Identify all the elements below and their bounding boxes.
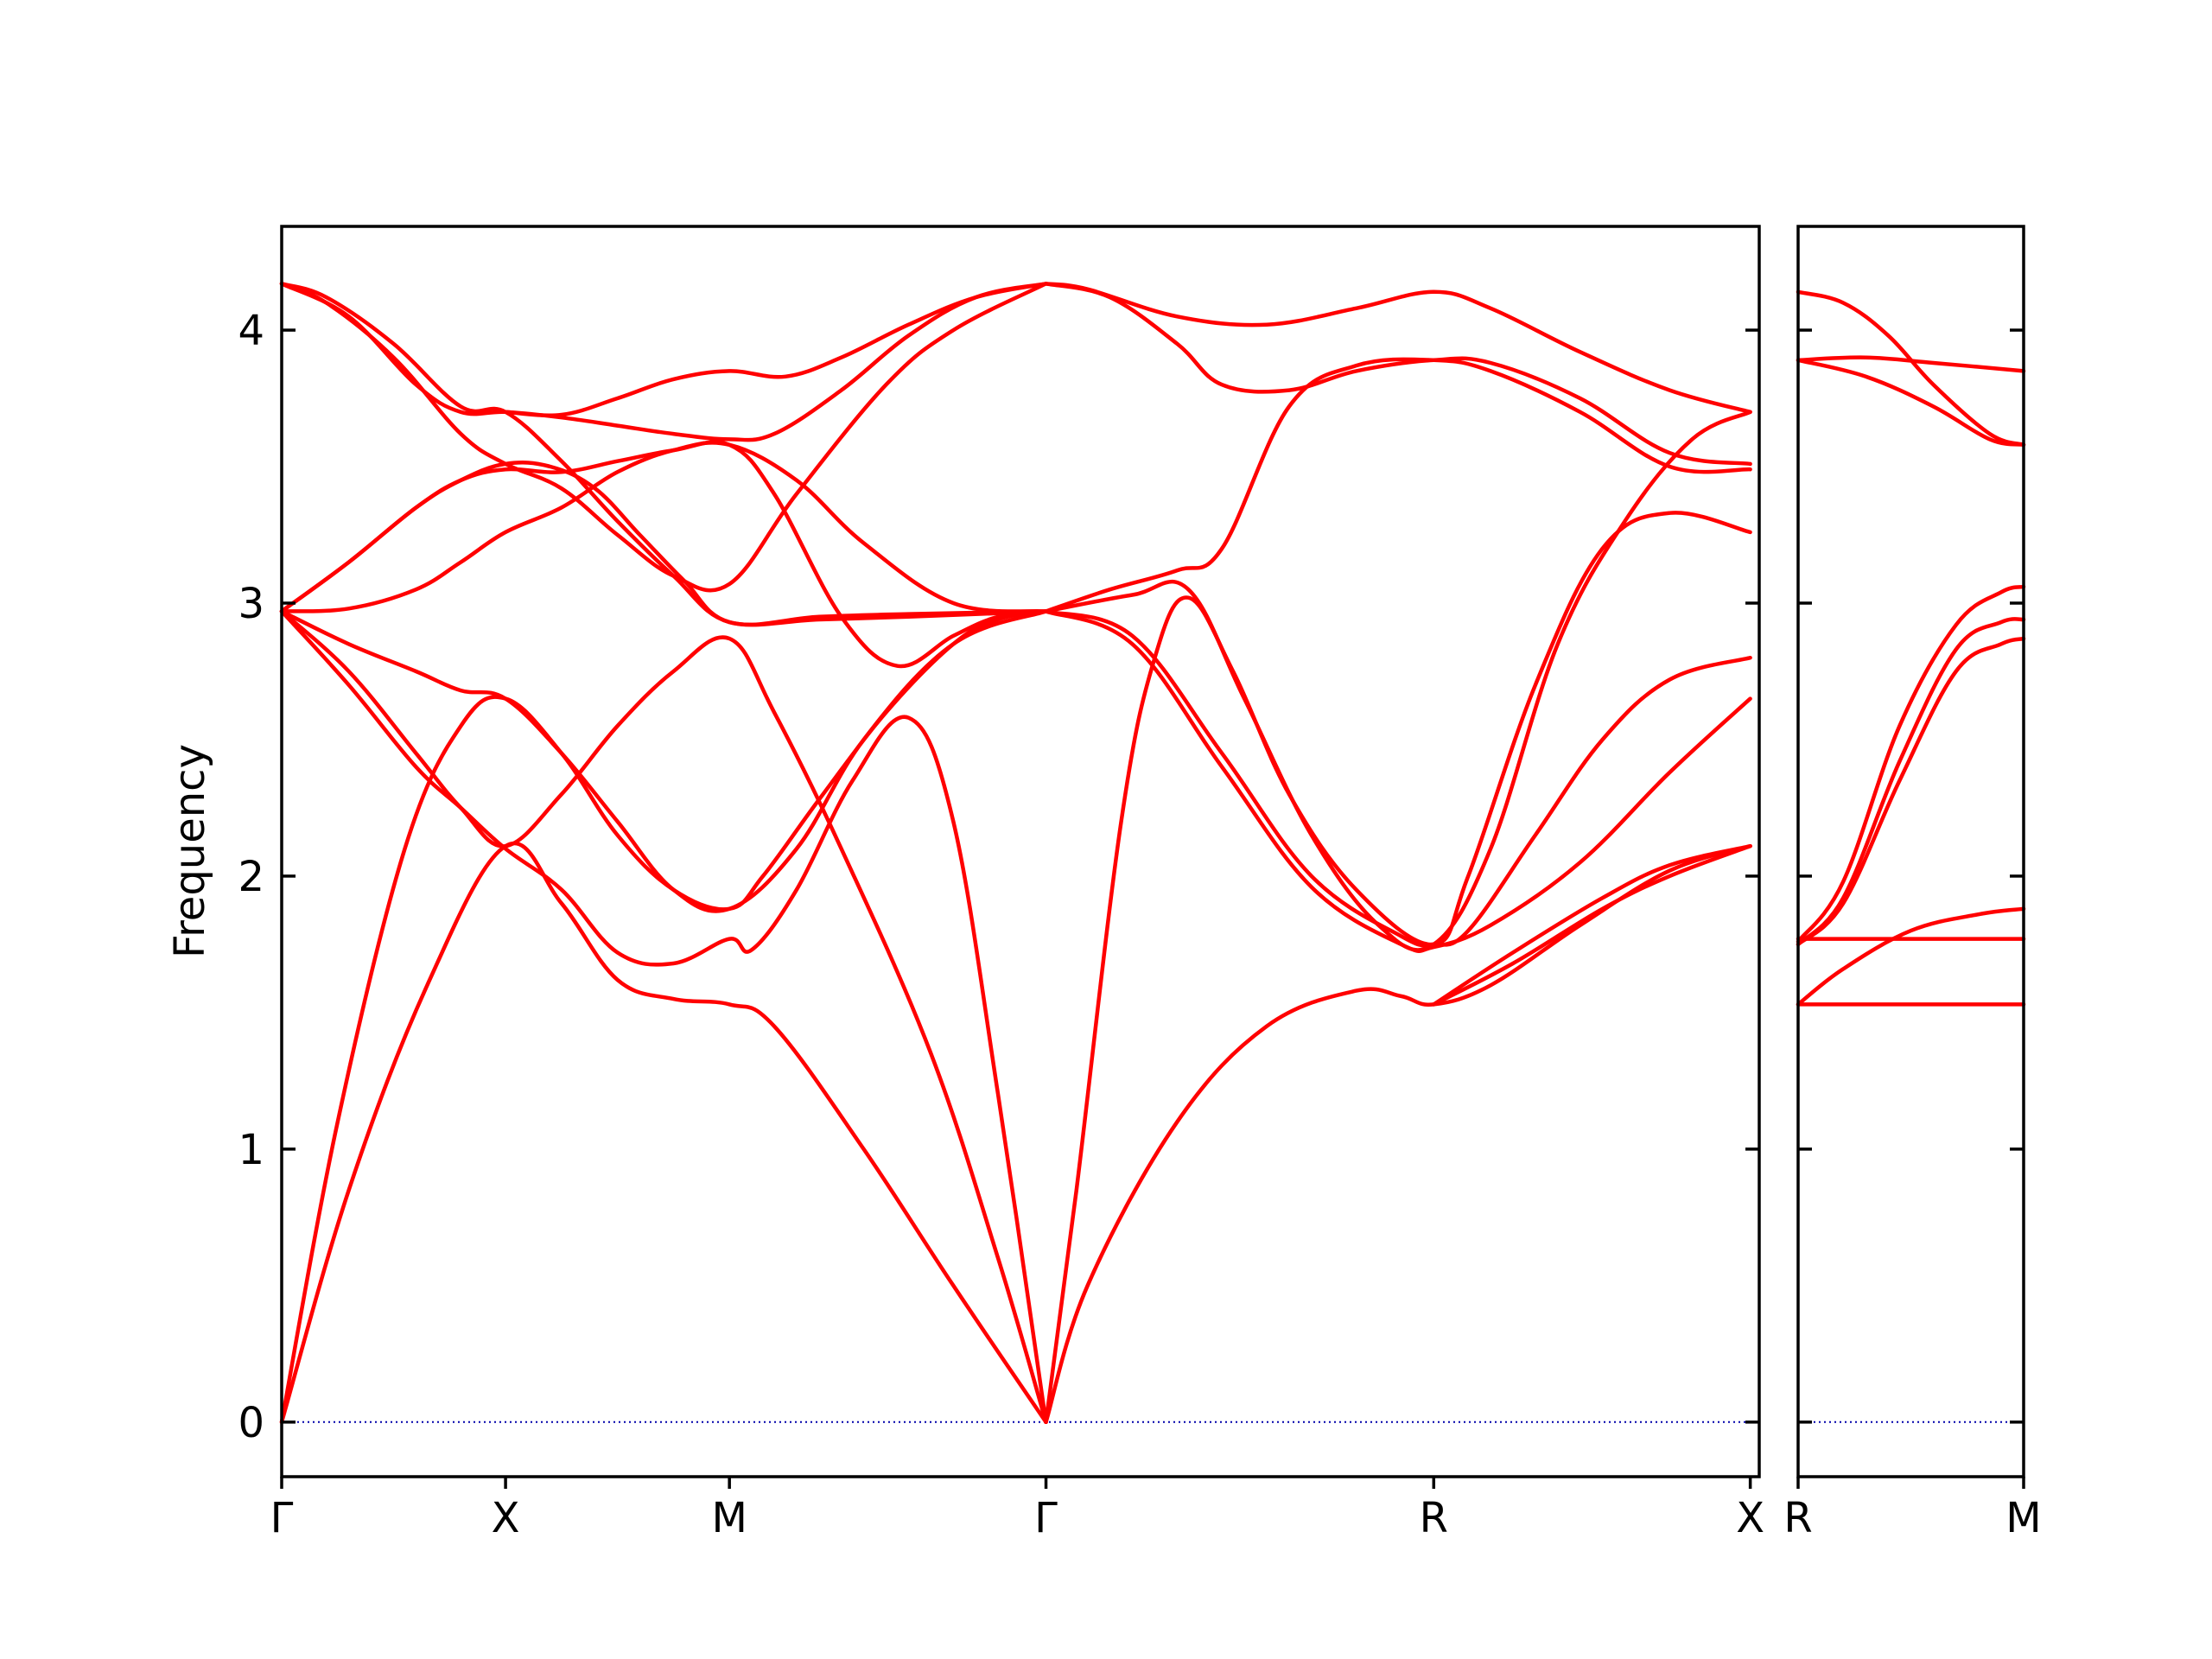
x-tick-label-main-0: Γ — [270, 1494, 294, 1542]
band-line-main-10 — [279, 282, 1048, 442]
x-tick-label-main-5: X — [1736, 1494, 1764, 1542]
band-line-main-19 — [1044, 282, 1752, 415]
band-line-side-7 — [1796, 358, 2026, 448]
band-line-side-1 — [1796, 906, 2026, 1007]
main-panel: 0 1 2 3 4 Γ X M Γ R X — [238, 225, 1764, 1542]
band-line-side-8 — [1796, 289, 2026, 448]
band-line-main-6 — [279, 440, 1048, 669]
y-tick-label-4: 4 — [238, 307, 264, 355]
y-tick-label-1: 1 — [238, 1126, 264, 1174]
band-line-main-5 — [279, 441, 1048, 613]
y-tick-label-3: 3 — [238, 580, 264, 628]
band-line-main-1 — [279, 841, 1048, 1425]
band-line-main-2 — [279, 609, 1048, 1425]
y-axis-ticks: 0 1 2 3 4 — [238, 307, 1759, 1447]
band-lines-main — [279, 282, 1752, 1425]
y-axis-label: Frequency — [166, 744, 214, 958]
main-plot-frame — [280, 225, 1761, 1478]
y-tick-label-2: 2 — [238, 853, 264, 901]
band-line-main-0 — [279, 609, 1048, 1425]
band-lines-side — [1796, 289, 2026, 1007]
side-plot-frame — [1796, 225, 2025, 1478]
band-line-main-4 — [279, 609, 1048, 913]
band-line-side-4 — [1796, 617, 2026, 947]
band-line-main-16 — [1044, 410, 1752, 952]
y-axis-ticks-side — [1798, 328, 2024, 1424]
band-line-main-21 — [1432, 843, 1752, 1007]
x-tick-label-main-3: Γ — [1034, 1494, 1058, 1542]
x-tick-label-main-2: M — [711, 1494, 747, 1542]
band-line-main-3 — [279, 609, 1048, 1425]
band-line-main-9 — [279, 282, 1048, 593]
band-line-side-6 — [1796, 355, 2026, 373]
band-line-main-11 — [503, 282, 1048, 418]
band-line-main-17 — [1044, 357, 1752, 613]
x-tick-label-side-0: R — [1783, 1494, 1812, 1542]
x-tick-label-side-1: M — [2005, 1494, 2041, 1542]
band-line-main-7 — [279, 461, 1048, 627]
band-line-main-13 — [1044, 511, 1752, 1425]
band-line-side-5 — [1796, 584, 2026, 944]
x-tick-label-main-1: X — [492, 1494, 520, 1542]
band-line-side-3 — [1796, 636, 2026, 947]
band-line-main-15 — [1044, 609, 1752, 953]
band-line-main-20 — [1432, 843, 1752, 1007]
y-tick-label-0: 0 — [238, 1399, 264, 1447]
x-tick-label-main-4: R — [1420, 1494, 1448, 1542]
band-line-main-14 — [1044, 609, 1752, 948]
band-line-main-18 — [1044, 282, 1752, 467]
band-line-main-8 — [279, 282, 1048, 627]
